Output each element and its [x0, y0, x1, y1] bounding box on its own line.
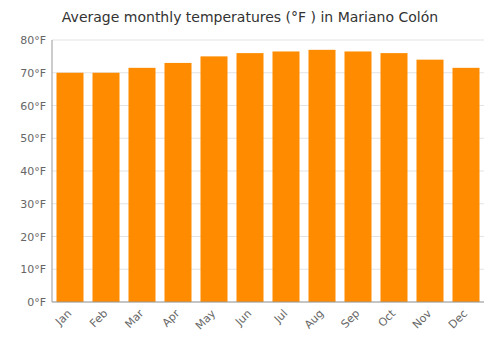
bar	[237, 53, 264, 302]
y-tick-label: 30°F	[20, 198, 46, 211]
bar	[309, 50, 336, 302]
x-tick-label: Jul	[271, 307, 290, 326]
y-tick-label: 80°F	[20, 34, 46, 47]
y-tick-label: 0°F	[27, 296, 46, 309]
y-axis-line	[52, 40, 53, 302]
y-axis-ticks: 0°F 10°F 20°F 30°F 40°F 50°F 60°F 70°F 80°F	[20, 34, 46, 309]
chart-container: Average monthly temperatures (°F ) in Ma…	[0, 0, 500, 350]
chart-svg: Average monthly temperatures (°F ) in Ma…	[0, 0, 500, 350]
x-tick-label: Oct	[376, 307, 399, 330]
x-tick-label: Aug	[302, 307, 326, 331]
bar	[201, 56, 228, 302]
bar	[453, 68, 480, 302]
chart-title: Average monthly temperatures (°F ) in Ma…	[62, 9, 438, 25]
x-tick-label: Nov	[410, 307, 435, 332]
x-tick-label: Feb	[87, 307, 110, 330]
x-tick-label: Apr	[160, 307, 183, 330]
y-tick-label: 50°F	[20, 132, 46, 145]
x-tick-label: Mar	[122, 307, 146, 331]
bar	[165, 63, 192, 302]
y-tick-label: 20°F	[20, 231, 46, 244]
grid-line	[52, 40, 484, 41]
bar	[57, 73, 84, 302]
x-tick-label: Sep	[338, 307, 362, 331]
y-tick-label: 60°F	[20, 100, 46, 113]
y-tick-label: 70°F	[20, 67, 46, 80]
x-axis-line	[52, 302, 484, 303]
y-tick-label: 40°F	[20, 165, 46, 178]
bar	[345, 51, 372, 302]
bars	[57, 50, 480, 302]
x-tick-label: Jan	[52, 307, 74, 329]
bar	[93, 73, 120, 302]
x-axis-ticks: Jan Feb Mar Apr May Jun Jul Aug Sep Oct Nov Dec	[52, 307, 470, 333]
x-tick-label: Jun	[232, 307, 254, 329]
axes	[52, 40, 484, 302]
x-tick-label: Dec	[446, 307, 470, 331]
bar	[273, 51, 300, 302]
y-tick-label: 10°F	[20, 263, 46, 276]
x-tick-label: May	[193, 307, 219, 333]
bar	[417, 60, 444, 302]
bar	[381, 53, 408, 302]
grid-line	[52, 302, 484, 303]
grid	[52, 40, 484, 302]
bar	[129, 68, 156, 302]
